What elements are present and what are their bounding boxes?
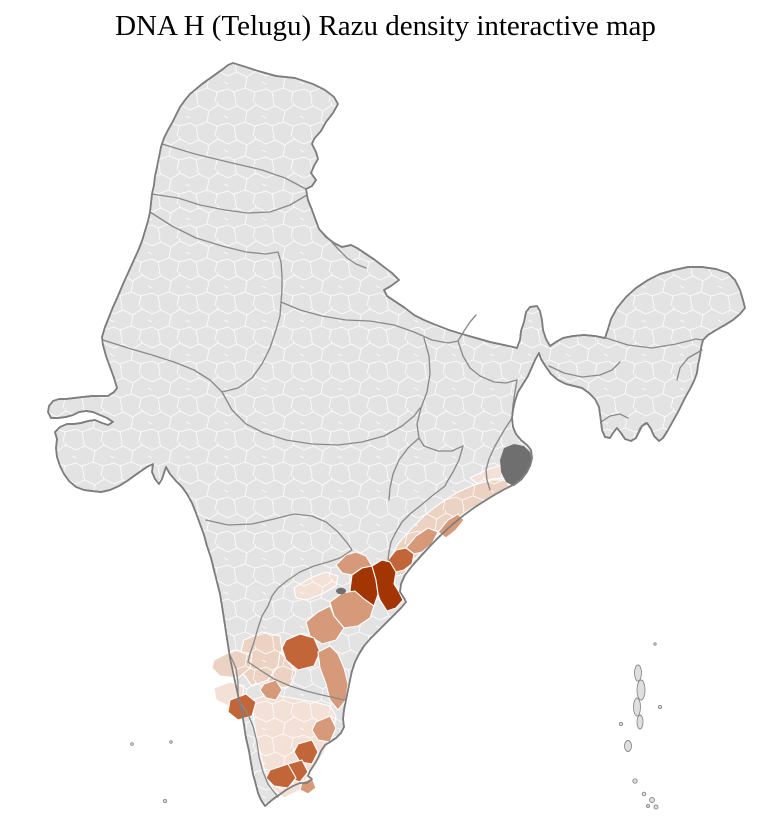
india-coastline	[47, 62, 746, 807]
state-boundaries	[102, 143, 704, 798]
districts-high-density	[227, 513, 465, 795]
map-title: DNA H (Telugu) Razu density interactive …	[115, 10, 656, 42]
district-medium-vizianagaram[interactable]	[405, 527, 439, 555]
lakshadweep-islands	[130, 740, 173, 804]
kolleru-lake	[336, 587, 346, 595]
district-high-mysore[interactable]	[227, 693, 257, 721]
andaman-nicobar-islands	[618, 642, 663, 810]
district-high-prakasam[interactable]	[281, 633, 321, 671]
district-high-tn-coastal-1[interactable]	[293, 739, 319, 765]
district-highest-east-godavari[interactable]	[371, 559, 404, 612]
